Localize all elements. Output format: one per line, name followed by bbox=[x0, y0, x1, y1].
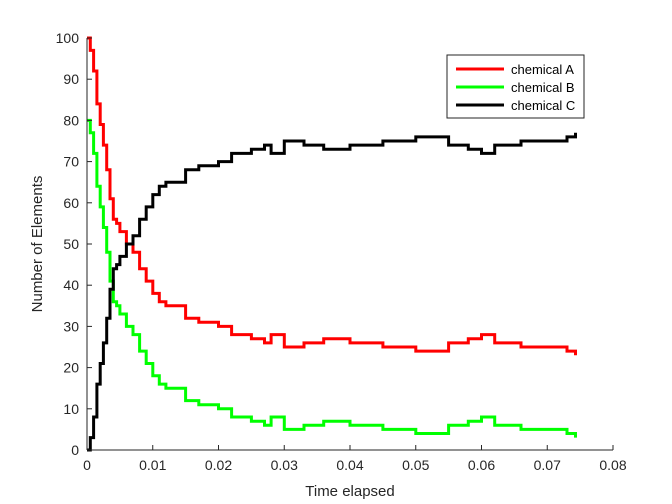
y-tick-label: 80 bbox=[63, 112, 79, 128]
y-axis-title: Number of Elements bbox=[29, 176, 46, 313]
x-tick-label: 0.04 bbox=[336, 457, 363, 473]
series-line-chemical-b bbox=[87, 118, 577, 438]
y-tick-label: 50 bbox=[63, 236, 79, 252]
legend-label-chemical-b: chemical B bbox=[511, 80, 575, 95]
x-tick-label: 0.08 bbox=[599, 457, 626, 473]
x-tick-label: 0 bbox=[83, 457, 91, 473]
y-tick-label: 0 bbox=[71, 442, 79, 458]
x-tick-label: 0.06 bbox=[468, 457, 495, 473]
x-tick-label: 0.05 bbox=[402, 457, 429, 473]
x-axis-title: Time elapsed bbox=[305, 483, 395, 500]
y-tick-label: 40 bbox=[63, 277, 79, 293]
y-ticks: 0 10 20 30 40 50 60 70 80 90 100 bbox=[56, 30, 92, 458]
x-tick-label: 0.01 bbox=[139, 457, 166, 473]
y-tick-label: 10 bbox=[63, 401, 79, 417]
series-layer bbox=[87, 36, 577, 452]
legend-label-chemical-c: chemical C bbox=[511, 98, 575, 113]
y-tick-label: 70 bbox=[63, 154, 79, 170]
y-tick-label: 90 bbox=[63, 71, 79, 87]
y-tick-label: 20 bbox=[63, 360, 79, 376]
x-tick-label: 0.07 bbox=[534, 457, 561, 473]
series-line-chemical-a bbox=[87, 36, 577, 356]
x-ticks: 0 0.01 0.02 0.03 0.04 0.05 0.06 0.07 0.08 bbox=[83, 445, 627, 473]
legend-label-chemical-a: chemical A bbox=[511, 62, 574, 77]
series-line-chemical-c bbox=[87, 132, 577, 452]
x-tick-label: 0.02 bbox=[205, 457, 232, 473]
x-tick-label: 0.03 bbox=[271, 457, 298, 473]
y-tick-label: 30 bbox=[63, 318, 79, 334]
y-tick-label: 100 bbox=[56, 30, 80, 46]
y-tick-label: 60 bbox=[63, 195, 79, 211]
legend: chemical A chemical B chemical C bbox=[446, 54, 585, 119]
